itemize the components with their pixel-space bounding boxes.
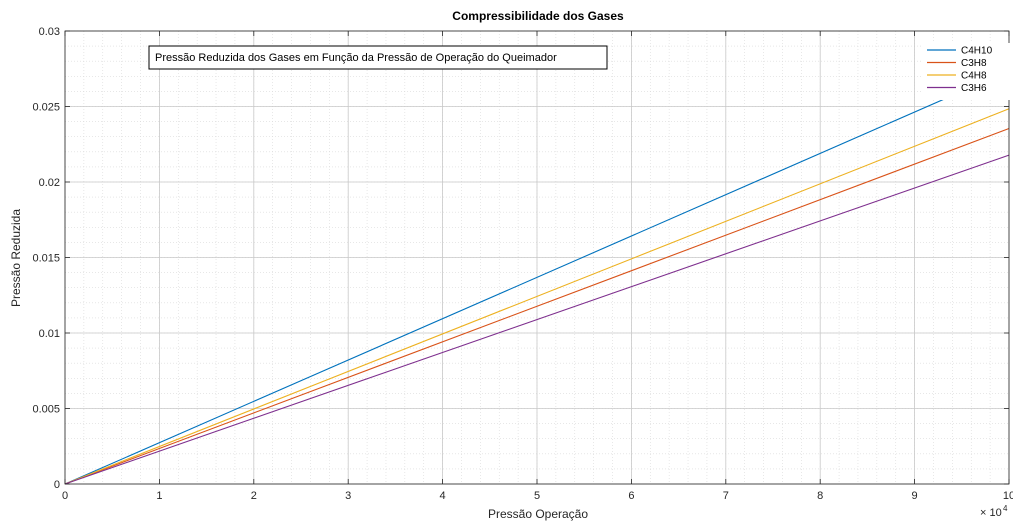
- y-tick-label: 0.025: [32, 102, 60, 114]
- y-tick-label: 0.005: [32, 404, 60, 416]
- legend-label-c3h8: C3H8: [961, 58, 987, 69]
- annotation-frame: [148, 45, 608, 70]
- y-tick-label: 0: [54, 479, 60, 491]
- x-tick-label: 8: [817, 490, 823, 502]
- x-tick-label: 5: [534, 490, 540, 502]
- x-tick-label: 7: [723, 490, 729, 502]
- x-axis-label: Pressão Operação: [488, 507, 588, 521]
- legend-label-c3h6: C3H6: [961, 83, 987, 94]
- series-line-c3h6: [64, 154, 1010, 485]
- x-tick-label: 2: [251, 490, 257, 502]
- x-tick-label: 6: [628, 490, 634, 502]
- legend-frame: [923, 43, 1011, 100]
- y-tick-label: 0.015: [32, 253, 60, 265]
- y-axis-label: Pressão Reduzida: [9, 209, 23, 307]
- x-tick-label: 0: [62, 490, 68, 502]
- x-axis-ticks: 0 1 2 3 4 5 6 7 8 9 10: [62, 31, 1013, 502]
- legend-label-c4h10: C4H10: [961, 46, 993, 57]
- y-tick-label: 0.03: [39, 26, 60, 38]
- series-lines: [64, 70, 1010, 485]
- x-tick-label: 10: [1003, 490, 1013, 502]
- chart-title: Compressibilidade dos Gases: [452, 9, 624, 23]
- series-line-c4h10: [64, 70, 1010, 485]
- x-exponent-label: × 10: [980, 507, 1002, 519]
- x-tick-label: 9: [912, 490, 918, 502]
- x-exponent-power: 4: [1003, 504, 1008, 513]
- y-tick-label: 0.01: [39, 328, 60, 340]
- legend-label-c4h8: C4H8: [961, 71, 987, 82]
- x-exponent: × 10 4: [980, 504, 1008, 519]
- x-tick-label: 1: [156, 490, 162, 502]
- annotation-text: Pressão Reduzida dos Gases em Função da …: [155, 52, 557, 64]
- annotation-box: Pressão Reduzida dos Gases em Função da …: [148, 45, 608, 70]
- series-line-c4h8: [64, 108, 1010, 485]
- x-tick-label: 4: [440, 490, 446, 502]
- series-line-c3h8: [64, 128, 1010, 485]
- y-tick-label: 0.02: [39, 177, 60, 189]
- x-tick-label: 3: [345, 490, 351, 502]
- y-axis-ticks: 0 0.005 0.01 0.015 0.02 0.025 0.03: [32, 26, 1009, 491]
